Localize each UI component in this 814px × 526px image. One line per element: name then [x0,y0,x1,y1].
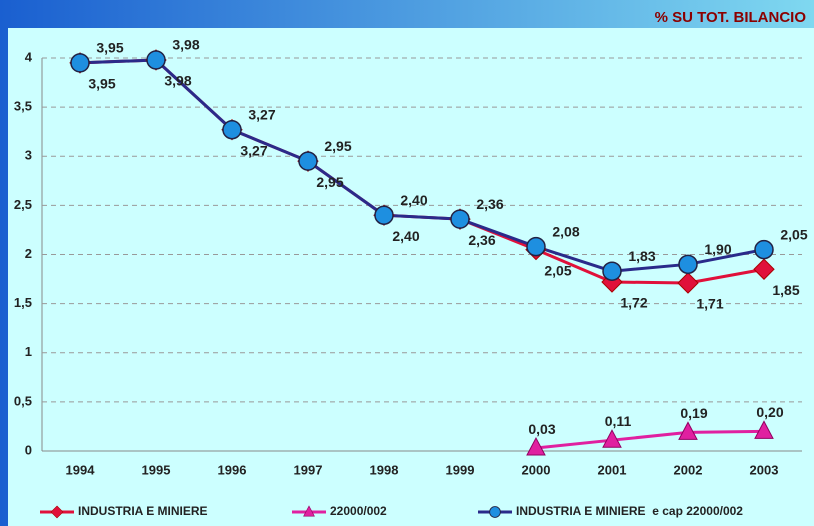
y-tick-label: 3 [25,148,32,163]
data-label: 2,95 [316,174,343,190]
marker [298,151,318,171]
legend-label: INDUSTRIA E MINIERE e cap 22000/002 [516,504,743,518]
plot-background [8,28,814,526]
data-label: 0,03 [528,421,555,437]
y-tick-label: 1,5 [14,295,32,310]
data-label: 3,27 [248,106,275,122]
x-tick-label: 2003 [750,462,779,477]
data-label: 2,36 [476,196,503,212]
chart-title: % SU TOT. BILANCIO [655,9,807,26]
y-tick-label: 4 [25,49,33,64]
marker [374,205,394,225]
y-tick-label: 2,5 [14,197,32,212]
x-tick-label: 1995 [142,462,171,477]
legend-marker [303,505,315,517]
series-line [79,58,765,273]
y-tick-label: 3,5 [14,99,32,114]
marker [146,50,166,70]
data-label: 0,11 [605,413,632,429]
y-tick-label: 0,5 [14,393,32,408]
data-label: 1,72 [620,295,647,311]
y-tick-label: 0 [25,442,32,457]
data-label: 3,95 [88,76,115,92]
x-tick-label: 2002 [674,462,703,477]
data-label: 1,71 [696,296,723,312]
x-tick-label: 1997 [294,462,323,477]
x-tick-label: 1994 [66,462,96,477]
data-label: 3,27 [240,142,267,158]
data-label: 2,95 [324,138,351,154]
marker [678,421,698,440]
marker [753,258,775,280]
data-label: 0,19 [680,405,707,421]
legend-marker [489,506,501,518]
data-label: 1,90 [704,241,731,257]
legend-label: 22000/002 [330,504,387,518]
x-tick-label: 2001 [598,462,627,477]
x-tick-label: 2000 [522,462,551,477]
data-label: 2,05 [544,262,571,278]
data-label: 3,98 [164,73,191,89]
marker [450,209,470,229]
marker [222,119,242,140]
data-label: 1,85 [772,282,799,298]
marker [602,261,622,281]
data-label: 2,40 [392,228,419,244]
marker [678,254,698,275]
x-tick-label: 1998 [370,462,399,477]
y-tick-label: 1 [25,344,32,359]
series-line [535,429,765,450]
data-label: 1,83 [628,248,655,264]
x-tick-label: 1999 [446,462,475,477]
data-label: 3,98 [172,37,199,53]
legend-label: INDUSTRIA E MINIERE [78,504,208,518]
data-label: 2,05 [780,226,807,242]
y-tick-label: 2 [25,246,32,261]
data-label: 0,20 [756,404,783,420]
marker [526,236,546,257]
data-label: 2,36 [468,232,495,248]
marker [70,53,90,73]
data-label: 3,95 [96,40,123,56]
marker [754,239,774,260]
x-tick-label: 1996 [218,462,247,477]
data-label: 2,08 [552,223,579,239]
marker [526,436,546,456]
marker [754,420,774,439]
marker [677,272,699,294]
marker [602,429,622,448]
data-label: 2,40 [400,192,427,208]
legend-marker [50,505,64,519]
